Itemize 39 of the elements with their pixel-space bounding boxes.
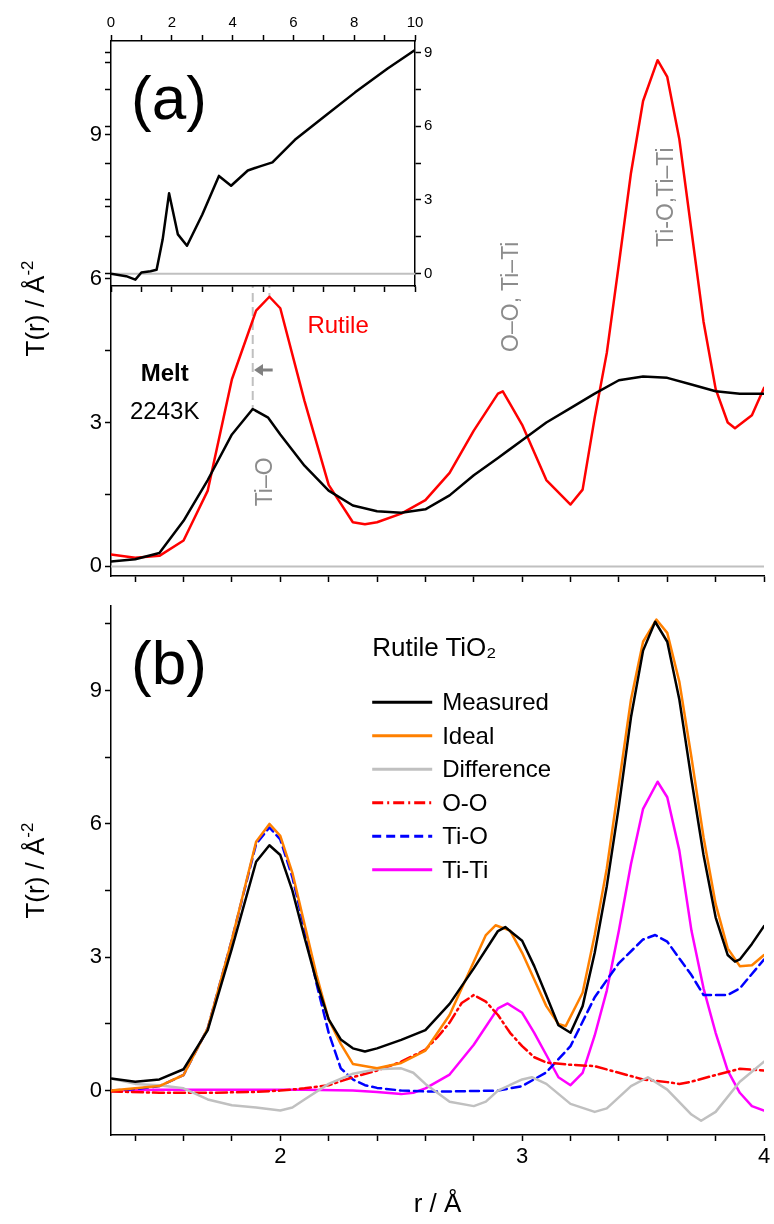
- x-tick-label: 4: [228, 13, 237, 31]
- x-tick-label: 2: [274, 1143, 287, 1169]
- y-tick-label: 6: [89, 810, 102, 835]
- y-axis-title: T(r) / Å-2: [18, 822, 50, 919]
- legend-label: O-O: [442, 788, 488, 816]
- y-tick-label: 0: [89, 1076, 102, 1102]
- legend-label: Measured: [442, 688, 549, 716]
- series-label: Rutile: [307, 311, 369, 339]
- legend-label: Ti-Ti: [442, 855, 489, 883]
- y-tick-label: 0: [89, 552, 102, 578]
- y-tick-label: 0: [424, 263, 433, 281]
- y-tick-label: 9: [89, 120, 102, 146]
- x-tick-label: 2: [167, 13, 176, 31]
- annotation: Ti–O: [251, 457, 278, 507]
- legend-label: Difference: [442, 755, 552, 783]
- x-tick-label: 0: [106, 13, 116, 31]
- y-tick-label: 6: [89, 264, 102, 290]
- y-tick-label: 9: [89, 676, 102, 702]
- annotation: (b): [131, 628, 207, 698]
- y-tick-label: 3: [89, 408, 102, 434]
- annotation: (a): [131, 63, 207, 132]
- y-tick-label: 3: [89, 943, 102, 969]
- x-axis-title: r / Å: [413, 1187, 462, 1218]
- y-tick-label: 9: [424, 42, 433, 60]
- y-tick-label: 3: [424, 190, 433, 208]
- legend-label: Ideal: [442, 721, 495, 749]
- legend-label: Ti-O: [442, 822, 488, 850]
- x-tick-label: 8: [350, 13, 359, 31]
- x-tick-label: 4: [757, 1143, 771, 1169]
- x-tick-label: 3: [516, 1143, 529, 1169]
- series-label: Melt 2243K: [130, 358, 200, 424]
- annotation: Ti-O,Ti–Ti: [652, 147, 679, 248]
- x-tick-label: 10: [406, 13, 424, 31]
- x-tick-label: 6: [289, 13, 298, 31]
- annotation: O–O, Ti–Ti: [496, 241, 523, 352]
- legend-title: Rutile TiO₂: [372, 632, 497, 663]
- y-tick-label: 6: [424, 116, 433, 134]
- y-axis-title: T(r) / Å-2: [18, 260, 50, 357]
- line-series: [111, 993, 764, 1095]
